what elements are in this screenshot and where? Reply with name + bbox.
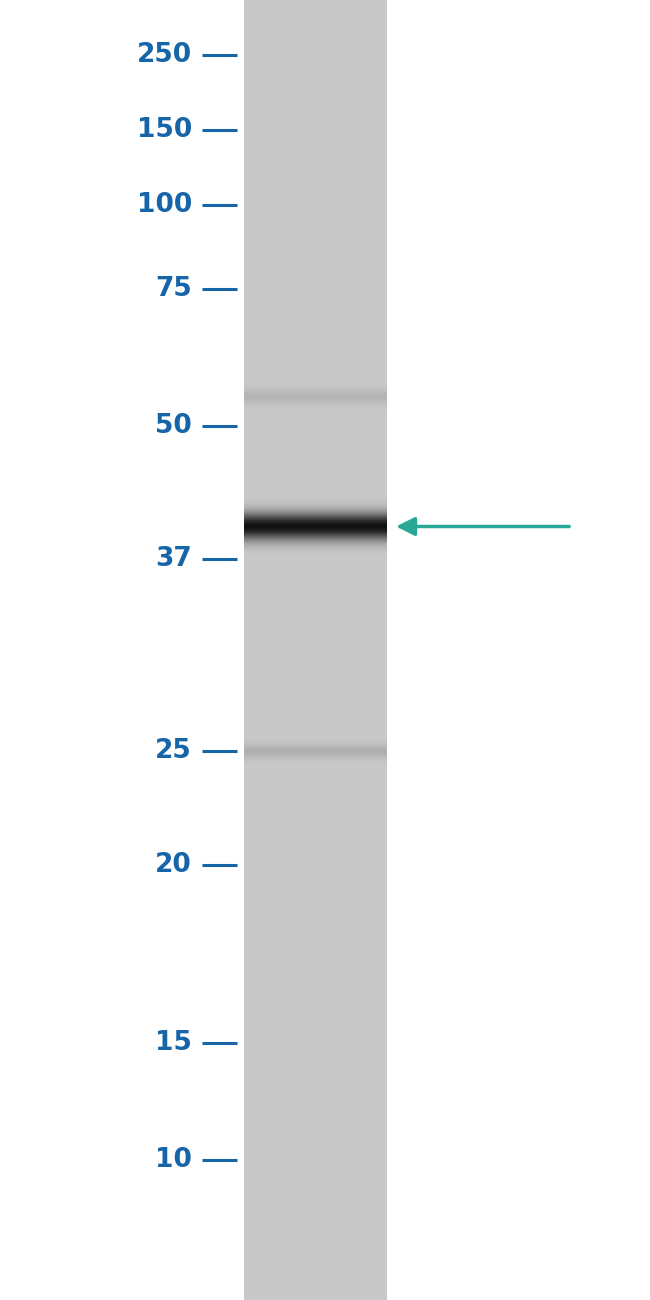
Text: 150: 150 <box>136 117 192 143</box>
Text: 75: 75 <box>155 276 192 302</box>
Text: 10: 10 <box>155 1147 192 1173</box>
Bar <box>244 0 387 1300</box>
Text: 250: 250 <box>136 42 192 68</box>
Text: 15: 15 <box>155 1030 192 1056</box>
Text: 20: 20 <box>155 852 192 878</box>
Text: 25: 25 <box>155 738 192 764</box>
Text: 100: 100 <box>136 192 192 218</box>
Text: 37: 37 <box>155 546 192 572</box>
Text: 50: 50 <box>155 413 192 439</box>
